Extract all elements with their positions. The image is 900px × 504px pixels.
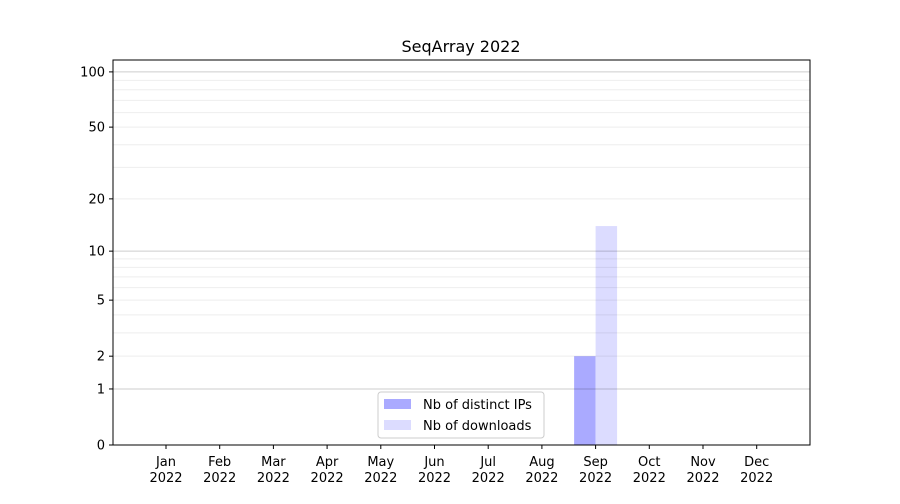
y-tick-label: 100 [80,65,105,80]
plot-frame [112,59,811,446]
y-tick-label: 5 [97,294,105,309]
x-axis: Jan 2022 Feb 2022 Mar 2022 Apr 2022 May 2022 Jun 20… [149,445,773,486]
y-tick-label: 10 [88,245,105,260]
x-tick-label: Sep 2022 [579,455,612,486]
legend-label-downloads: Nb of downloads [423,419,532,434]
x-tick-label: Nov 2022 [686,455,719,486]
y-tick-label: 20 [88,192,105,207]
x-tick-label: May 2022 [364,455,397,486]
legend-label-distinct-ips: Nb of distinct IPs [423,398,532,413]
x-tick-label: Apr 2022 [311,455,344,486]
grid [113,71,810,390]
x-tick-label: Aug 2022 [525,455,558,486]
legend: Nb of distinct IPs Nb of downloads [377,391,545,439]
x-tick-label: Jun 2022 [418,455,451,486]
legend-swatch-downloads [384,420,411,430]
y-tick-label: 0 [97,439,105,454]
y-tick-label: 1 [97,382,105,397]
legend-swatch-distinct-ips [384,399,411,409]
x-tick-label: Oct 2022 [633,455,666,486]
y-tick-label: 50 [88,121,105,136]
x-tick-label: Feb 2022 [203,455,236,486]
y-tick-label: 2 [97,350,105,365]
x-tick-label: Jul 2022 [472,455,505,486]
bar-nb-of-distinct-ips-8 [574,356,596,445]
x-tick-label: Dec 2022 [740,455,773,486]
x-tick-label: Jan 2022 [149,455,182,486]
x-tick-label: Mar 2022 [257,455,290,486]
bar-nb-of-downloads-8 [595,226,618,445]
bars [574,226,618,445]
chart-title: SeqArray 2022 [401,37,520,56]
y-axis: 0 1 2 5 10 20 50 100 [80,65,113,454]
